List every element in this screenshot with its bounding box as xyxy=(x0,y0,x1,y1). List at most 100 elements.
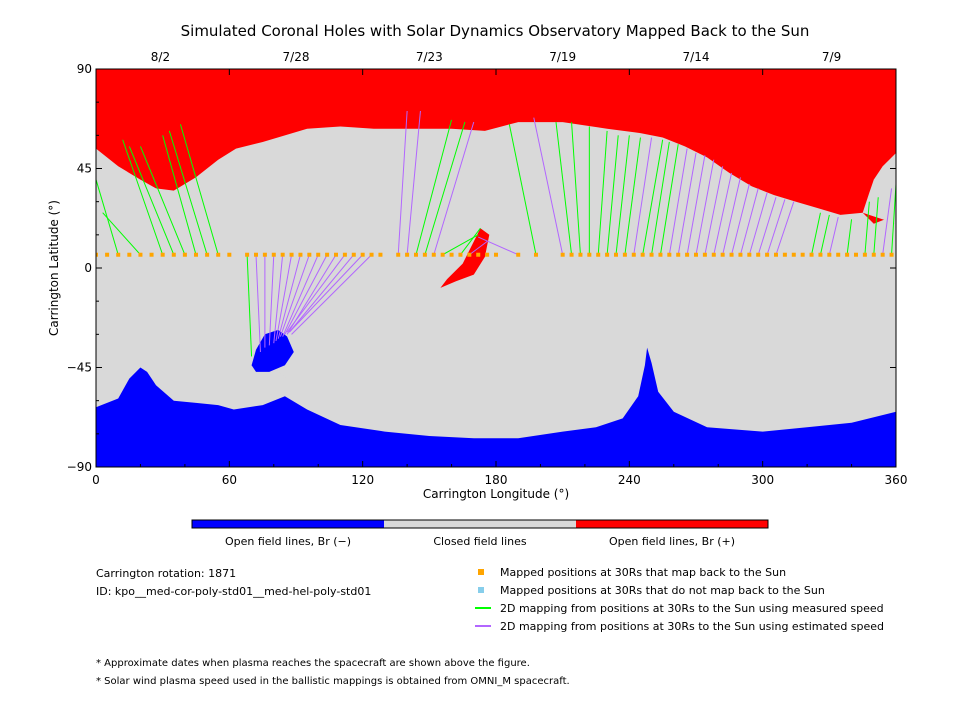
mapped-point xyxy=(694,252,698,257)
mapped-point xyxy=(351,252,356,257)
date-tick-label: 7/23 xyxy=(416,50,443,64)
colorbar-label: Closed field lines xyxy=(433,535,527,548)
mapping-line-measured xyxy=(460,227,481,256)
mapped-point xyxy=(756,252,761,257)
mapping-line-estimated xyxy=(433,121,475,255)
mapped-point xyxy=(171,252,176,257)
mapped-point xyxy=(254,252,258,257)
legend-label: Mapped positions at 30Rs that map back t… xyxy=(500,566,786,579)
mapping-line-estimated xyxy=(286,254,346,333)
mapped-point xyxy=(449,252,454,257)
mapped-point xyxy=(280,252,285,257)
mapping-line-estimated xyxy=(288,254,355,333)
mapped-point xyxy=(289,252,294,257)
date-tick-label: 7/9 xyxy=(822,50,841,64)
mapped-point xyxy=(116,252,121,257)
mapping-line-measured xyxy=(819,214,830,255)
legend-label: 2D mapping from positions at 30Rs to the… xyxy=(500,602,884,615)
mapping-line-estimated xyxy=(677,152,697,255)
mapping-line-measured xyxy=(168,130,208,255)
model-id-text: ID: kpo__med-cor-poly-std01__med-hel-pol… xyxy=(96,585,371,598)
y-tick-label: −90 xyxy=(67,460,92,474)
mapping-line-measured xyxy=(642,139,664,255)
mapped-point xyxy=(747,252,752,257)
mapped-point xyxy=(422,252,427,257)
date-tick-label: 8/2 xyxy=(151,50,170,64)
mapped-point xyxy=(836,252,841,257)
mapping-line-estimated xyxy=(288,254,364,333)
mapping-line-measured xyxy=(162,135,197,255)
mapped-point xyxy=(827,252,832,257)
mapped-point xyxy=(738,252,743,257)
mapped-point xyxy=(458,252,463,257)
mapped-point xyxy=(800,252,805,257)
x-axis-label: Carrington Longitude (°) xyxy=(423,487,569,501)
mapping-line-estimated xyxy=(828,217,839,255)
mapped-point xyxy=(476,252,481,257)
mapping-line-estimated xyxy=(739,188,759,255)
mapping-line-measured xyxy=(571,122,581,255)
closed-notch-east xyxy=(862,153,896,224)
mapped-point xyxy=(720,252,725,257)
x-tick-label: 120 xyxy=(351,473,374,487)
mapping-line-estimated xyxy=(882,188,893,255)
mapped-point xyxy=(307,252,312,257)
mapped-point xyxy=(658,252,663,257)
mapping-line-estimated xyxy=(686,155,706,255)
mapped-point xyxy=(622,252,627,257)
mapping-line-measured xyxy=(597,130,608,255)
mapping-line-estimated xyxy=(775,201,795,255)
mapped-point xyxy=(160,252,165,257)
mapped-point xyxy=(298,252,303,257)
mapped-point xyxy=(862,252,867,257)
mapping-line-measured xyxy=(415,119,453,255)
x-tick-label: 0 xyxy=(92,473,100,487)
mapped-point xyxy=(245,252,250,257)
mapping-line-measured xyxy=(811,212,821,255)
colorbar-segment xyxy=(576,520,768,528)
mapping-line-estimated xyxy=(668,148,688,255)
mapped-point xyxy=(271,252,276,257)
mapping-line-estimated xyxy=(766,199,786,255)
mapped-point xyxy=(889,252,894,257)
y-axis-ticks: 90 45 0 −45 −90 xyxy=(67,62,896,474)
date-axis-ticks: 8/2 7/28 7/23 7/19 7/14 7/9 xyxy=(151,50,841,64)
mapping-line-measured xyxy=(424,121,466,255)
y-tick-label: −45 xyxy=(67,361,92,375)
legend: Mapped positions at 30Rs that map back t… xyxy=(475,566,884,633)
mapped-point xyxy=(596,252,601,257)
colorbar-segment xyxy=(192,520,384,528)
mapping-line-estimated xyxy=(478,236,519,256)
mapped-point xyxy=(711,252,716,257)
mapping-line-estimated xyxy=(268,254,275,346)
mapping-line-measured xyxy=(179,124,219,255)
mapped-point xyxy=(405,252,410,257)
x-tick-label: 300 xyxy=(751,473,774,487)
colorbar-segment xyxy=(384,520,576,528)
mapping-line-estimated xyxy=(757,197,777,255)
mapped-point xyxy=(127,252,132,257)
x-axis-ticks: 0 60 120 180 240 300 360 xyxy=(92,69,907,487)
mapping-line-estimated xyxy=(713,172,733,255)
mapped-point xyxy=(685,252,690,257)
x-tick-label: 360 xyxy=(885,473,908,487)
negative-patch xyxy=(251,329,294,372)
mapped-point xyxy=(534,252,538,257)
mapping-line-estimated xyxy=(279,254,310,337)
mapping-line-measured xyxy=(624,137,641,255)
colorbar-frame xyxy=(191,519,769,529)
y-axis-label: Carrington Latitude (°) xyxy=(47,200,61,336)
y-tick-label: 90 xyxy=(77,62,92,76)
mapped-point xyxy=(871,252,876,257)
mapping-line-estimated xyxy=(722,177,741,255)
mapped-point xyxy=(791,252,796,257)
mapped-point xyxy=(396,252,401,257)
mapped-point xyxy=(854,252,858,257)
mapped-point xyxy=(774,252,778,257)
mapped-point xyxy=(431,252,436,257)
mapping-line-measured xyxy=(873,197,879,255)
mapped-point xyxy=(325,252,330,257)
south-negative-coronal-hole xyxy=(96,347,896,467)
mapped-point xyxy=(360,252,365,257)
mapped-point xyxy=(702,252,707,257)
